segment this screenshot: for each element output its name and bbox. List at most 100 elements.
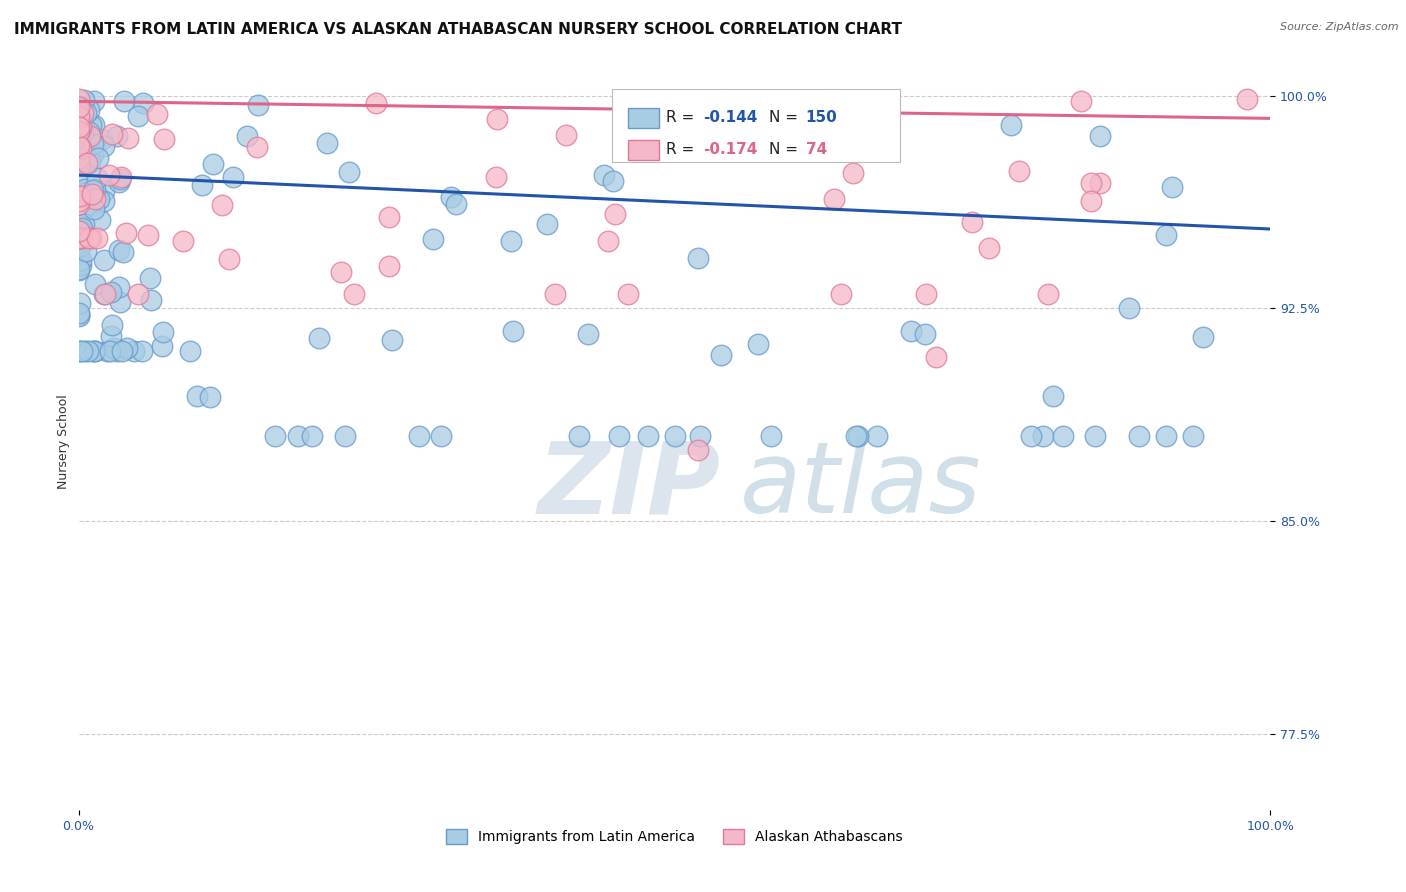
Point xyxy=(925,350,948,364)
Text: atlas: atlas xyxy=(740,437,981,534)
Point xyxy=(69,140,91,154)
Point xyxy=(440,190,463,204)
Point xyxy=(67,109,90,123)
Text: N =: N = xyxy=(769,143,803,157)
Point xyxy=(1191,330,1213,344)
Point xyxy=(429,429,451,443)
Point xyxy=(75,343,97,358)
Point xyxy=(136,228,159,243)
Point xyxy=(73,117,96,131)
Point xyxy=(86,230,108,244)
Point xyxy=(846,429,869,443)
Point xyxy=(1088,128,1111,143)
Point xyxy=(107,279,129,293)
Point xyxy=(67,124,90,138)
Point xyxy=(84,277,107,291)
Point xyxy=(866,429,889,443)
Point xyxy=(108,175,131,189)
Point xyxy=(211,198,233,212)
Point xyxy=(915,287,938,301)
Point xyxy=(333,429,356,443)
Point xyxy=(67,100,90,114)
Point xyxy=(198,390,221,404)
Point xyxy=(67,343,90,358)
Point xyxy=(69,189,91,203)
Point xyxy=(444,197,467,211)
Point xyxy=(86,170,108,185)
Point xyxy=(73,132,96,146)
Point xyxy=(602,174,624,188)
Point xyxy=(686,252,709,266)
Point xyxy=(485,112,508,126)
Point xyxy=(593,168,616,182)
Point xyxy=(93,184,115,198)
Point xyxy=(67,99,90,113)
Point xyxy=(114,227,136,241)
Text: -0.174: -0.174 xyxy=(703,143,758,157)
Point xyxy=(93,287,115,301)
Point xyxy=(842,166,865,180)
Point xyxy=(69,151,91,165)
Point xyxy=(246,98,269,112)
Point xyxy=(77,230,100,244)
Point xyxy=(1070,95,1092,109)
Point xyxy=(727,116,749,130)
Point xyxy=(69,230,91,244)
Point xyxy=(69,252,91,267)
Point xyxy=(308,331,330,345)
Point xyxy=(1154,227,1177,242)
Point xyxy=(536,217,558,231)
Point xyxy=(69,238,91,252)
Point xyxy=(845,429,868,443)
Point xyxy=(688,443,710,458)
Point xyxy=(1036,287,1059,301)
Point xyxy=(83,343,105,358)
Point xyxy=(378,210,401,224)
Point xyxy=(83,343,105,358)
Point xyxy=(759,429,782,443)
Point xyxy=(67,197,90,211)
Point xyxy=(1042,388,1064,402)
Point xyxy=(72,106,94,120)
Point xyxy=(80,118,103,132)
Point xyxy=(80,187,103,202)
Point xyxy=(1154,429,1177,443)
Point xyxy=(84,192,107,206)
Point xyxy=(67,258,90,272)
Point xyxy=(77,103,100,117)
Point xyxy=(422,232,444,246)
Point xyxy=(82,136,104,151)
Point xyxy=(77,343,100,358)
Text: -0.144: -0.144 xyxy=(703,111,758,125)
Point xyxy=(73,217,96,231)
Point xyxy=(97,168,120,182)
Point xyxy=(67,309,90,323)
Point xyxy=(67,306,90,320)
Point xyxy=(75,186,97,201)
Point xyxy=(107,243,129,257)
Point xyxy=(603,206,626,220)
Point xyxy=(96,343,118,358)
Point xyxy=(70,343,93,358)
Point xyxy=(93,138,115,153)
Point xyxy=(69,296,91,310)
Point xyxy=(342,287,364,301)
Point xyxy=(73,182,96,196)
Point xyxy=(329,264,352,278)
Point xyxy=(287,429,309,443)
Point xyxy=(172,234,194,248)
Point xyxy=(914,326,936,341)
Point xyxy=(93,194,115,208)
Point xyxy=(900,324,922,338)
Point xyxy=(69,222,91,236)
Point xyxy=(75,156,97,170)
Point xyxy=(111,245,134,260)
Point xyxy=(381,333,404,347)
Point xyxy=(67,223,90,237)
Point xyxy=(69,125,91,139)
Point xyxy=(73,93,96,107)
Point xyxy=(1161,180,1184,194)
Point xyxy=(1019,429,1042,443)
Point xyxy=(301,429,323,443)
Text: Source: ZipAtlas.com: Source: ZipAtlas.com xyxy=(1281,22,1399,32)
